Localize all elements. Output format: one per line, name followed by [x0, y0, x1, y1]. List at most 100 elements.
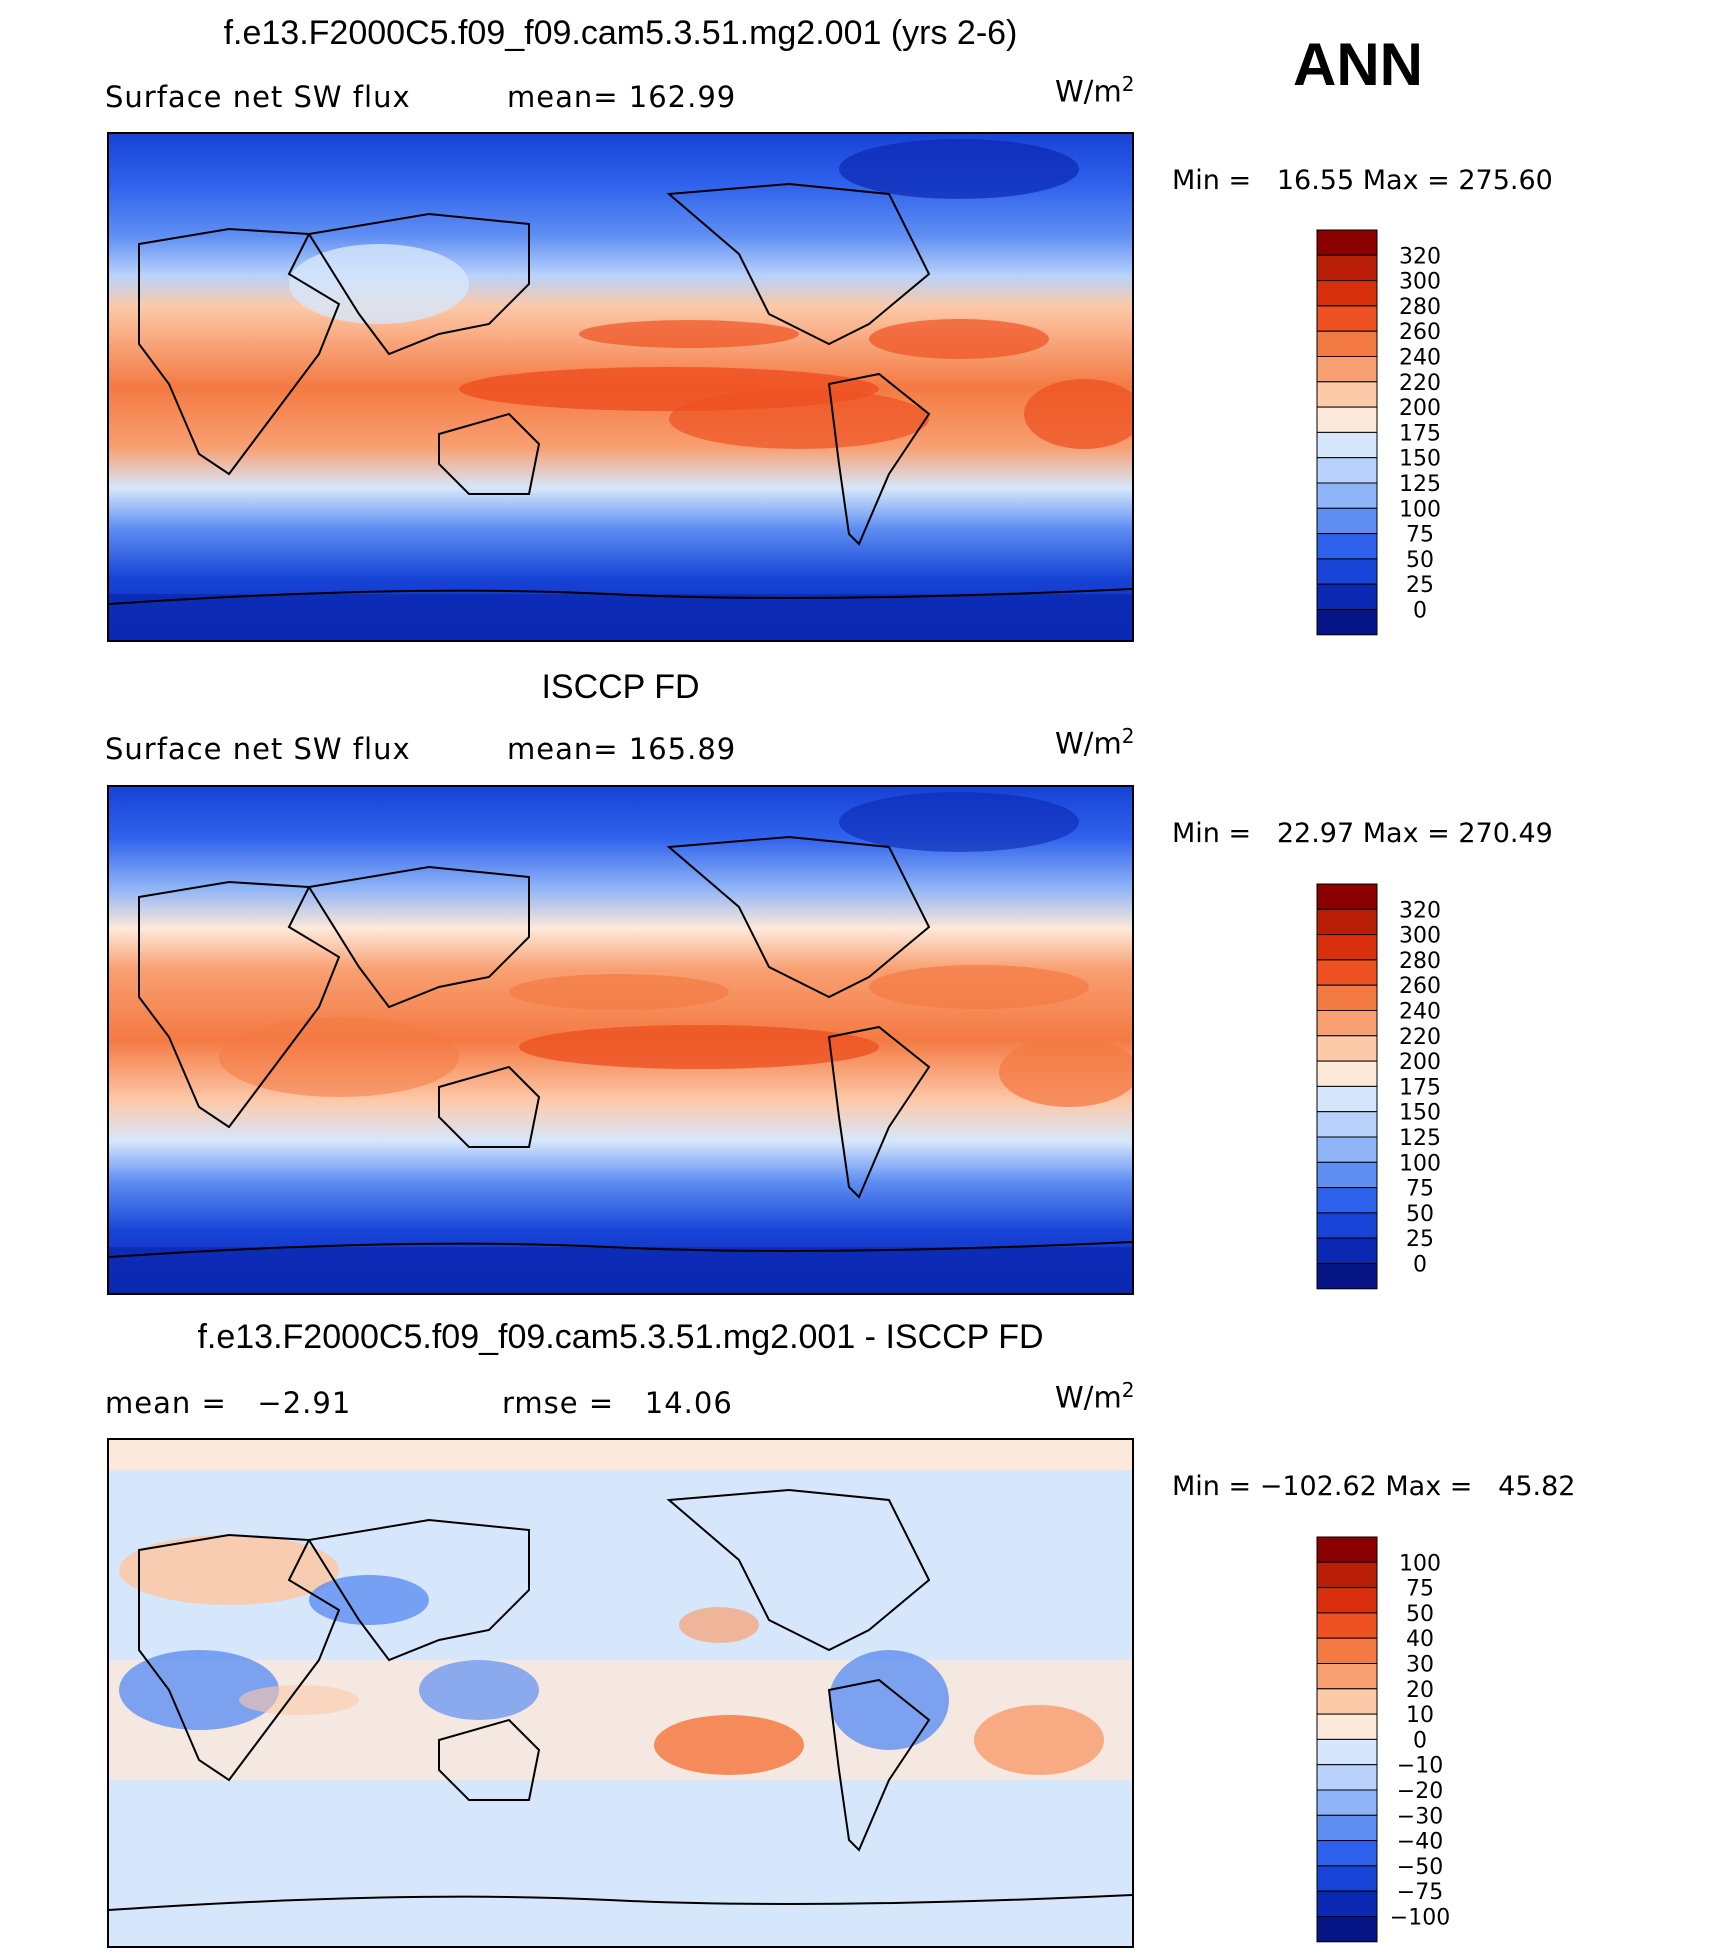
colorbar-tick-label: 50 — [1406, 548, 1434, 573]
colorbar-tick-label: 300 — [1399, 270, 1441, 295]
colorbar-tick-label: 125 — [1399, 472, 1441, 497]
colorbar-tick-label: 150 — [1399, 1101, 1441, 1126]
colorbar-swatch — [1316, 1212, 1378, 1239]
colorbar-swatch — [1316, 1035, 1378, 1062]
colorbar-tick-label: 20 — [1406, 1678, 1434, 1703]
colorbar-swatch — [1316, 1612, 1378, 1639]
colorbar-tick-label: 25 — [1406, 1227, 1434, 1252]
units-text: W/m — [1055, 726, 1122, 761]
panel-1-title: f.e13.F2000C5.f09_f09.cam5.3.51.mg2.001 … — [223, 14, 1018, 52]
panel-3-rmse: rmse = 14.06 — [502, 1386, 733, 1420]
panel-3-minmax: Min = −102.62 Max = 45.82 — [1172, 1471, 1576, 1502]
colorbar-swatch — [1316, 1840, 1378, 1867]
colorbar-tick-label: 280 — [1399, 949, 1441, 974]
colorbar-tick-label: −40 — [1397, 1830, 1443, 1855]
season-label: ANN — [1293, 31, 1423, 98]
panel-2-variable: Surface net SW flux — [105, 732, 411, 766]
colorbar-tick-label: 300 — [1399, 924, 1441, 949]
colorbar-tick-label: 320 — [1399, 898, 1441, 923]
colorbar-tick-label: 100 — [1399, 1551, 1441, 1576]
colorbar-tick-label: −10 — [1397, 1754, 1443, 1779]
colorbar-swatch — [1316, 330, 1378, 357]
colorbar-tick-label: 240 — [1399, 346, 1441, 371]
colorbar-swatch — [1316, 1713, 1378, 1740]
colorbar-tick-label: 240 — [1399, 1000, 1441, 1025]
colorbar-swatch — [1316, 406, 1378, 433]
colorbar-swatch — [1316, 883, 1378, 910]
units-exponent: 2 — [1121, 724, 1135, 748]
panel-2-map — [107, 785, 1134, 1295]
colorbar-swatch — [1316, 254, 1378, 282]
colorbar-tick-label: −50 — [1397, 1855, 1443, 1880]
colorbar-swatch — [1316, 609, 1378, 636]
panel-2-minmax: Min = 22.97 Max = 270.49 — [1172, 818, 1553, 849]
panel-3-title: f.e13.F2000C5.f09_f09.cam5.3.51.mg2.001 … — [197, 1318, 1044, 1356]
colorbar-swatch — [1316, 934, 1378, 961]
panel-3-mean: mean = −2.91 — [105, 1386, 352, 1420]
colorbar-tick-label: 260 — [1399, 320, 1441, 345]
panel-2-units: W/m2 — [1055, 724, 1134, 761]
panel-3-field — [109, 1440, 1132, 1946]
colorbar-swatch — [1316, 1663, 1378, 1690]
units-text: W/m — [1055, 1380, 1122, 1415]
units-exponent: 2 — [1121, 1378, 1135, 1402]
colorbar-swatch — [1316, 1010, 1378, 1037]
colorbar-tick-label: 220 — [1399, 371, 1441, 396]
units-exponent: 2 — [1121, 72, 1135, 96]
colorbar-swatch — [1316, 1764, 1378, 1791]
colorbar-swatch — [1316, 482, 1378, 509]
colorbar-swatch — [1316, 1085, 1378, 1113]
colorbar-tick-label: 200 — [1399, 1050, 1441, 1075]
colorbar-tick-label: 50 — [1406, 1602, 1434, 1627]
colorbar-tick-label: 200 — [1399, 396, 1441, 421]
colorbar-swatch — [1316, 1237, 1378, 1265]
colorbar-tick-label: 25 — [1406, 573, 1434, 598]
colorbar-swatch — [1316, 1865, 1378, 1892]
colorbar-tick-label: 150 — [1399, 447, 1441, 472]
colorbar-swatch — [1316, 908, 1378, 936]
colorbar-swatch — [1316, 583, 1378, 611]
panel-2-mean: mean= 165.89 — [507, 732, 737, 766]
colorbar-swatch — [1316, 1587, 1378, 1614]
panel-1-mean: mean= 162.99 — [507, 80, 737, 114]
colorbar-swatch — [1316, 280, 1378, 307]
colorbar-swatch — [1316, 1263, 1378, 1290]
colorbar-tick-label: −100 — [1390, 1906, 1450, 1931]
panel-1-map — [107, 132, 1134, 642]
colorbar-swatch — [1316, 1060, 1378, 1087]
colorbar-tick-label: 40 — [1406, 1627, 1434, 1652]
panel-2-title: ISCCP FD — [541, 668, 700, 706]
colorbar-tick-label: 125 — [1399, 1126, 1441, 1151]
colorbar-swatch — [1316, 507, 1378, 535]
colorbar-tick-label: −75 — [1397, 1880, 1443, 1905]
panel-1-field — [109, 134, 1132, 640]
colorbar-swatch — [1316, 1187, 1378, 1214]
colorbar-tick-label: 0 — [1413, 1728, 1427, 1753]
colorbar-swatch — [1316, 1136, 1378, 1163]
colorbar-tick-label: 75 — [1406, 523, 1434, 548]
colorbar-tick-label: 220 — [1399, 1025, 1441, 1050]
colorbar-swatch — [1316, 1111, 1378, 1138]
colorbar-tick-label: 320 — [1399, 244, 1441, 269]
colorbar-tick-label: −20 — [1397, 1779, 1443, 1804]
colorbar-swatch — [1316, 381, 1378, 408]
colorbar-swatch — [1316, 1561, 1378, 1589]
panel-1-minmax: Min = 16.55 Max = 275.60 — [1172, 165, 1553, 196]
colorbar-swatch — [1316, 1789, 1378, 1816]
colorbar-swatch — [1316, 959, 1378, 986]
colorbar-swatch — [1316, 431, 1378, 459]
units-text: W/m — [1055, 74, 1122, 109]
colorbar-tick-label: 0 — [1413, 599, 1427, 624]
colorbar-tick-label: −30 — [1397, 1804, 1443, 1829]
colorbar-tick-label: 175 — [1399, 1075, 1441, 1100]
colorbar-tick-label: 75 — [1406, 1177, 1434, 1202]
panel-3-units: W/m2 — [1055, 1378, 1134, 1415]
colorbar-swatch — [1316, 229, 1378, 256]
colorbar-tick-label: 0 — [1413, 1253, 1427, 1278]
colorbar-tick-label: 75 — [1406, 1577, 1434, 1602]
colorbar-tick-label: 100 — [1399, 1151, 1441, 1176]
colorbar-tick-label: 260 — [1399, 974, 1441, 999]
colorbar-swatch — [1316, 533, 1378, 560]
